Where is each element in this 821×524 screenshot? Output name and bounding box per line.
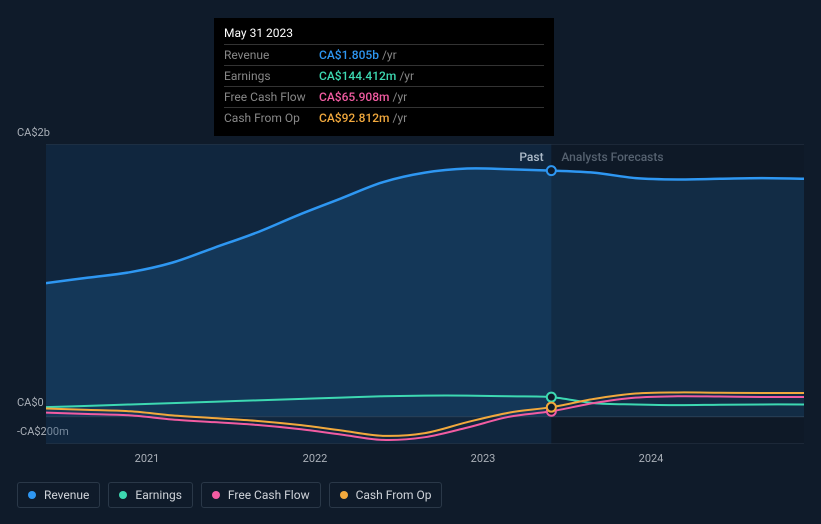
legend-label: Revenue: [44, 488, 89, 502]
legend-item[interactable]: Free Cash Flow: [201, 482, 321, 508]
tooltip-suffix: /yr: [382, 48, 397, 62]
legend-dot-icon: [28, 491, 36, 499]
tooltip-row: Cash From OpCA$92.812m/yr: [224, 107, 544, 128]
x-axis-label: 2023: [471, 452, 496, 465]
tooltip-label: Earnings: [224, 69, 319, 83]
series-marker: [547, 393, 556, 402]
y-axis-label: CA$2b: [17, 126, 50, 139]
tooltip-label: Revenue: [224, 48, 319, 62]
legend-dot-icon: [212, 491, 220, 499]
legend-label: Earnings: [135, 488, 182, 502]
legend: Revenue Earnings Free Cash Flow Cash From O…: [17, 482, 442, 508]
chart-svg: [46, 144, 804, 444]
legend-item[interactable]: Cash From Op: [329, 482, 443, 508]
tooltip: May 31 2023 RevenueCA$1.805b/yrEarningsC…: [214, 18, 554, 136]
tooltip-row: RevenueCA$1.805b/yr: [224, 44, 544, 65]
legend-dot-icon: [340, 491, 348, 499]
tooltip-value: CA$144.412m: [319, 69, 396, 83]
tooltip-value: CA$1.805b: [319, 48, 379, 62]
tooltip-value: CA$65.908m: [319, 90, 390, 104]
legend-dot-icon: [119, 491, 127, 499]
tooltip-value: CA$92.812m: [319, 111, 390, 125]
series-marker: [547, 403, 556, 412]
x-axis-label: 2022: [303, 452, 328, 465]
tooltip-suffix: /yr: [399, 69, 414, 83]
tooltip-label: Free Cash Flow: [224, 90, 319, 104]
x-axis-label: 2021: [135, 452, 160, 465]
tooltip-row: EarningsCA$144.412m/yr: [224, 65, 544, 86]
tooltip-suffix: /yr: [393, 111, 408, 125]
x-axis-label: 2024: [639, 452, 664, 465]
series-marker: [547, 166, 556, 175]
chart-container: May 31 2023 RevenueCA$1.805b/yrEarningsC…: [0, 0, 821, 524]
legend-item[interactable]: Earnings: [108, 482, 193, 508]
legend-item[interactable]: Revenue: [17, 482, 100, 508]
legend-label: Free Cash Flow: [228, 488, 310, 502]
tooltip-row: Free Cash FlowCA$65.908m/yr: [224, 86, 544, 107]
y-axis-label: CA$0: [17, 396, 44, 409]
tooltip-suffix: /yr: [393, 90, 408, 104]
tooltip-label: Cash From Op: [224, 111, 319, 125]
legend-label: Cash From Op: [356, 488, 432, 502]
tooltip-date: May 31 2023: [224, 26, 544, 44]
